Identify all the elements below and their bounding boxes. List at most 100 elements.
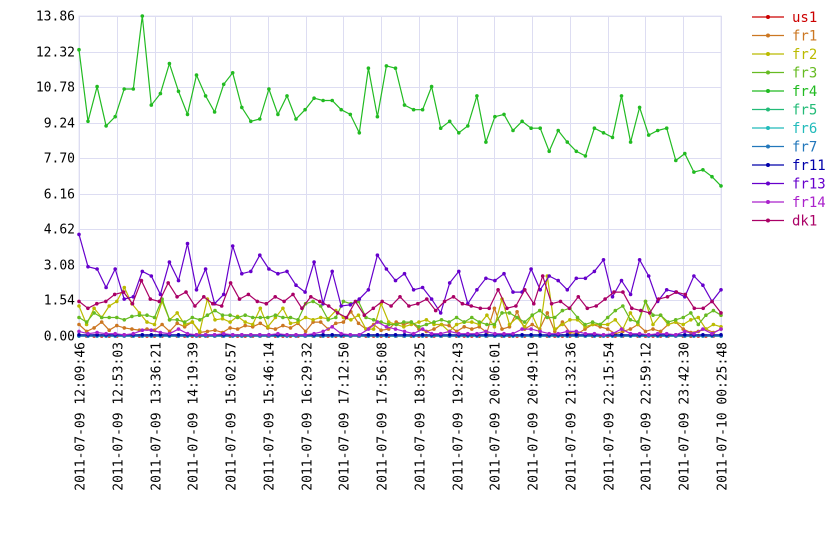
- data-point-dk1: [621, 290, 625, 294]
- data-point-fr2: [311, 318, 315, 322]
- data-point-fr2: [122, 285, 127, 290]
- legend-label: us1: [792, 10, 817, 26]
- data-point-fr4: [393, 66, 398, 70]
- data-point-fr3: [470, 315, 474, 320]
- data-point-fr13: [601, 258, 606, 262]
- data-point-dk1: [157, 299, 162, 304]
- data-point-fr4: [339, 107, 344, 112]
- data-point-fr4: [429, 84, 434, 89]
- data-point-dk1: [335, 311, 340, 315]
- data-point-fr1: [492, 306, 497, 311]
- data-point-fr3: [598, 322, 602, 327]
- data-point-fr3: [273, 313, 278, 318]
- data-point-fr2: [651, 322, 655, 327]
- data-point-fr14: [276, 331, 280, 336]
- data-point-fr1: [273, 327, 278, 331]
- data-point-fr3: [402, 320, 406, 324]
- data-point-fr3: [311, 299, 315, 304]
- data-point-fr3: [613, 308, 618, 313]
- data-point-dk1: [353, 299, 358, 304]
- data-point-dk1: [585, 306, 590, 311]
- data-point-fr14: [86, 331, 90, 336]
- data-point-fr2: [288, 321, 293, 326]
- data-point-fr2: [107, 304, 111, 308]
- data-point-fr14: [701, 327, 705, 331]
- data-point-fr3: [182, 320, 187, 324]
- data-point-fr3: [454, 315, 459, 320]
- data-point-fr13: [664, 288, 669, 292]
- data-point-fr1: [334, 321, 338, 326]
- data-point-dk1: [148, 297, 153, 301]
- data-point-fr14: [484, 329, 488, 334]
- data-point-dk1: [104, 299, 108, 304]
- data-point-fr14: [565, 329, 570, 334]
- data-point-fr1: [628, 327, 633, 331]
- data-point-fr13: [457, 269, 461, 274]
- data-point-fr14: [339, 331, 344, 336]
- data-point-fr3: [621, 304, 625, 308]
- data-point-fr4: [655, 128, 660, 133]
- data-point-fr11: [420, 333, 425, 337]
- grid-lines: [78, 15, 722, 337]
- x-tick-label: 2011-07-09 17:56:08: [376, 342, 391, 491]
- data-point-fr3: [515, 315, 519, 320]
- data-point-fr2: [243, 320, 247, 324]
- data-point-fr13: [339, 304, 344, 308]
- data-point-fr3: [658, 313, 663, 318]
- data-point-fr2: [92, 306, 96, 311]
- data-point-fr2: [454, 322, 459, 327]
- data-point-fr4: [149, 103, 154, 107]
- data-point-fr3: [341, 299, 346, 304]
- data-point-fr14: [619, 327, 624, 331]
- legend-label: fr5: [792, 103, 817, 119]
- data-point-fr13: [276, 271, 280, 276]
- y-tick-label: 10.78: [36, 81, 75, 96]
- data-point-fr1: [235, 327, 240, 331]
- data-point-fr2: [689, 318, 693, 322]
- legend-item-us1: us1: [752, 10, 817, 26]
- data-point-dk1: [442, 299, 447, 304]
- data-point-fr3: [711, 308, 716, 313]
- data-point-fr14: [348, 333, 353, 337]
- data-point-fr4: [411, 107, 416, 112]
- data-point-fr3: [409, 320, 414, 324]
- data-point-fr11: [484, 333, 488, 337]
- data-point-fr4: [203, 94, 208, 98]
- data-point-fr3: [137, 313, 142, 318]
- data-point-dk1: [291, 292, 295, 297]
- data-point-fr1: [643, 329, 648, 334]
- data-point-fr4: [330, 98, 335, 103]
- data-point-fr3: [84, 320, 89, 324]
- data-point-fr4: [601, 131, 606, 135]
- legend-marker: [766, 144, 770, 149]
- y-tick-label: 13.86: [36, 10, 75, 25]
- data-point-fr14: [176, 327, 181, 331]
- data-point-dk1: [532, 301, 536, 306]
- data-point-fr3: [417, 325, 421, 329]
- data-point-dk1: [719, 311, 723, 315]
- data-point-fr13: [158, 292, 163, 297]
- data-point-fr4: [438, 126, 443, 130]
- data-point-fr4: [674, 158, 678, 163]
- y-tick-label: 4.62: [44, 223, 75, 238]
- data-point-fr3: [545, 315, 550, 320]
- data-point-fr13: [240, 271, 244, 276]
- data-point-fr4: [619, 94, 624, 98]
- data-point-dk1: [166, 281, 170, 285]
- data-point-fr13: [484, 276, 488, 281]
- data-point-fr1: [115, 323, 119, 328]
- data-point-fr4: [692, 170, 696, 174]
- data-point-fr14: [267, 333, 271, 337]
- data-point-fr14: [692, 331, 696, 336]
- data-point-fr4: [267, 87, 271, 91]
- data-point-fr4: [574, 149, 579, 154]
- data-point-fr13: [330, 269, 335, 274]
- data-point-dk1: [282, 299, 286, 304]
- legend-label: fr1: [792, 29, 817, 45]
- data-point-fr3: [77, 315, 81, 320]
- data-point-fr2: [145, 320, 149, 324]
- data-point-fr13: [366, 288, 371, 292]
- x-tick-label: 2011-07-09 15:02:57: [225, 342, 240, 491]
- data-point-fr3: [432, 320, 436, 324]
- data-point-fr14: [438, 331, 443, 336]
